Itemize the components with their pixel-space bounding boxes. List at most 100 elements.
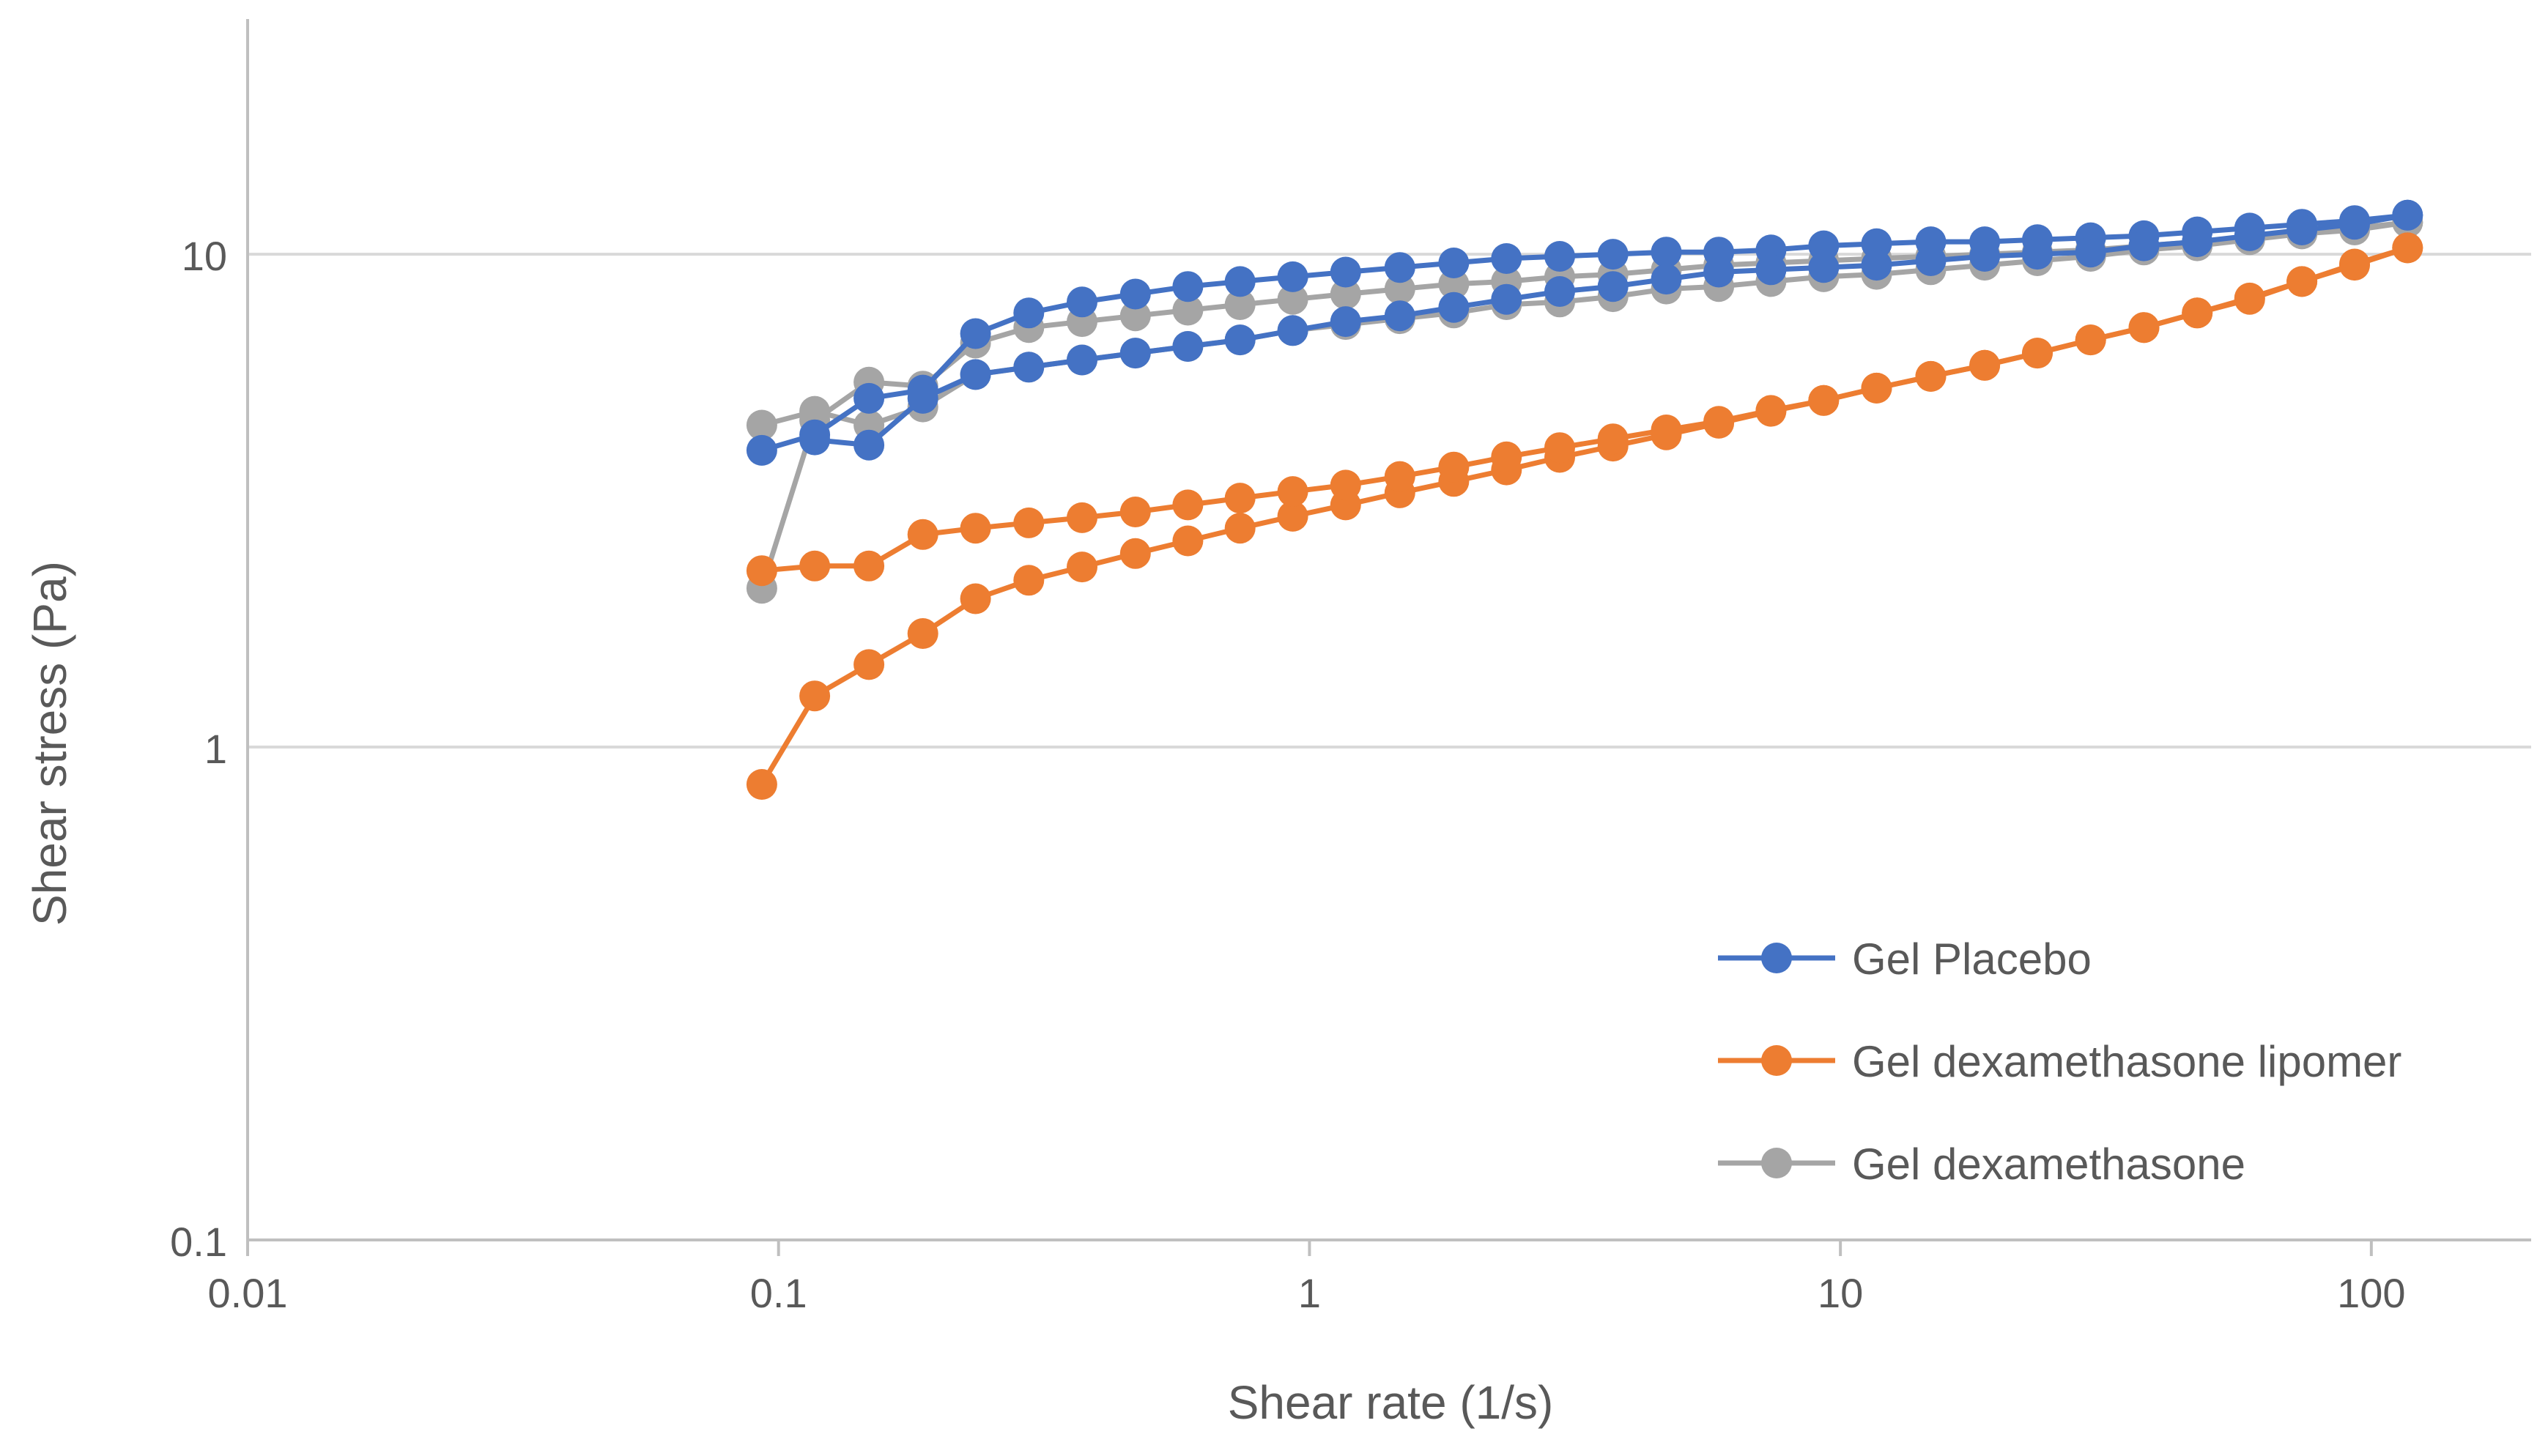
- data-point: [1384, 461, 1415, 492]
- data-point: [1224, 266, 1256, 297]
- data-point: [1119, 497, 1151, 527]
- legend: Gel Placebo Gel dexamethasone lipomer Gel …: [1718, 935, 2401, 1189]
- series-layer: [746, 199, 2423, 800]
- data-point: [1544, 276, 1575, 307]
- data-point: [853, 649, 885, 680]
- data-point: [1277, 315, 1308, 346]
- data-point: [960, 359, 991, 390]
- legend-label: Gel dexamethasone: [1852, 1140, 2245, 1189]
- data-point: [2234, 220, 2265, 251]
- legend-marker: [1761, 1045, 1792, 1076]
- data-point: [1755, 254, 1787, 286]
- data-point: [1330, 469, 1361, 501]
- data-point: [799, 424, 831, 456]
- data-point: [746, 769, 777, 800]
- data-point: [799, 550, 831, 582]
- data-point: [1277, 476, 1308, 508]
- data-point: [1651, 237, 1682, 268]
- data-point: [1224, 324, 1256, 356]
- data-point: [1703, 256, 1735, 288]
- data-point: [1013, 297, 1045, 329]
- data-point: [1969, 241, 2001, 272]
- data-point: [960, 513, 991, 544]
- data-point: [1861, 228, 1892, 259]
- data-point: [1597, 271, 1629, 302]
- data-point: [1544, 432, 1575, 464]
- data-point: [1861, 372, 1892, 404]
- data-point: [1330, 278, 1361, 310]
- data-point: [1384, 300, 1415, 332]
- data-point: [1438, 291, 1470, 323]
- y-axis-label: Shear stress (Pa): [23, 561, 76, 926]
- legend-marker: [1761, 943, 1792, 973]
- data-point: [1013, 565, 1045, 596]
- data-point: [1172, 271, 1204, 302]
- x-tick-label: 1: [1298, 1270, 1321, 1316]
- data-point: [960, 583, 991, 614]
- data-point: [746, 555, 777, 587]
- data-point: [2182, 297, 2213, 329]
- data-point: [853, 550, 885, 582]
- legend-item: Gel Placebo: [1718, 935, 2092, 984]
- data-point: [799, 680, 831, 712]
- data-point: [1651, 415, 1682, 445]
- y-tick-label: 0.1: [170, 1219, 227, 1265]
- data-point: [799, 395, 831, 427]
- data-point: [960, 318, 991, 349]
- data-point: [2075, 237, 2106, 268]
- legend-item: Gel dexamethasone: [1718, 1140, 2245, 1189]
- data-point: [1172, 489, 1204, 521]
- legend-label: Gel dexamethasone lipomer: [1852, 1037, 2401, 1086]
- data-point: [1224, 289, 1256, 320]
- data-point: [1703, 406, 1735, 437]
- data-point: [1808, 385, 1840, 416]
- data-point: [1808, 252, 1840, 283]
- legend-label: Gel Placebo: [1852, 935, 2092, 984]
- data-point: [1651, 264, 1682, 295]
- data-point: [2339, 250, 2370, 281]
- data-point: [1915, 245, 1947, 276]
- data-point: [1277, 283, 1308, 315]
- data-point: [1915, 360, 1947, 392]
- data-point: [746, 434, 777, 466]
- data-point: [1224, 513, 1256, 544]
- data-point: [1330, 306, 1361, 338]
- data-point: [1491, 441, 1522, 472]
- data-point: [2022, 338, 2053, 369]
- series-1: [746, 199, 2423, 466]
- data-point: [1119, 338, 1151, 369]
- data-point: [1172, 294, 1204, 326]
- data-point: [2075, 324, 2106, 356]
- data-point: [2128, 230, 2160, 261]
- data-point: [1172, 525, 1204, 557]
- data-point: [1491, 243, 1522, 274]
- x-axis-label: Shear rate (1/s): [1228, 1376, 1554, 1429]
- data-point: [907, 618, 938, 649]
- data-point: [1330, 256, 1361, 288]
- data-point: [2182, 226, 2213, 258]
- data-point: [1384, 273, 1415, 305]
- data-point: [1067, 502, 1097, 533]
- data-point: [853, 382, 885, 414]
- data-point: [1277, 261, 1308, 292]
- x-tick-label: 10: [1818, 1270, 1863, 1316]
- data-point: [1491, 283, 1522, 315]
- data-point: [1119, 300, 1151, 332]
- data-point: [2022, 239, 2053, 270]
- legend-item: Gel dexamethasone lipomer: [1718, 1037, 2401, 1086]
- data-point: [1067, 551, 1097, 583]
- x-tick-label: 0.01: [208, 1270, 288, 1316]
- data-point: [2392, 232, 2423, 264]
- data-point: [2234, 283, 2265, 315]
- data-point: [1755, 395, 1787, 426]
- data-point: [1438, 451, 1470, 483]
- data-point: [1277, 500, 1308, 532]
- data-point: [1808, 230, 1840, 261]
- data-point: [1224, 483, 1256, 514]
- y-tick-label: 1: [204, 726, 227, 772]
- x-tick-label: 0.1: [750, 1270, 807, 1316]
- data-point: [2286, 215, 2318, 245]
